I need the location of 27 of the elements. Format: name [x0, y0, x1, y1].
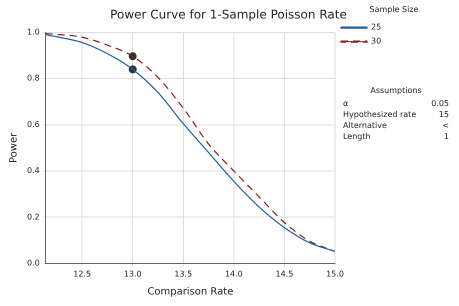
text: α: [343, 98, 348, 109]
chart-title: Power Curve for 1-Sample Poisson Rate: [110, 7, 347, 22]
y-tick-label: 0.4: [26, 166, 40, 176]
text: <: [442, 120, 449, 131]
x-tick-label: 14.0: [224, 269, 243, 278]
text: 1: [444, 131, 449, 142]
legend-label: 25: [371, 22, 382, 32]
legend-label: 30: [371, 36, 382, 46]
x-tick-label: 14.5: [276, 269, 294, 278]
x-axis-title: Comparison Rate: [147, 286, 234, 298]
y-tick-label: 0.2: [26, 212, 40, 222]
text: Hypothesized rate: [343, 109, 416, 120]
y-tick-label: 1.0: [26, 27, 40, 36]
y-axis-title: Power: [8, 132, 20, 164]
y-tick-label: 0.0: [26, 258, 40, 268]
x-tick-label: 12.5: [73, 269, 92, 278]
text: Length: [343, 131, 371, 142]
y-tick-label: 0.8: [26, 74, 40, 83]
text: 0.05: [431, 98, 449, 109]
x-tick-label: 15.0: [326, 269, 344, 278]
legend-title: Sample Size: [370, 5, 419, 14]
text: Assumptions: [369, 86, 423, 95]
y-tick-label: 0.6: [26, 120, 40, 129]
text: Alternative: [343, 120, 387, 131]
text: 15: [438, 109, 449, 120]
x-tick-label: 13.0: [124, 269, 142, 278]
x-tick-label: 13.5: [174, 269, 192, 278]
